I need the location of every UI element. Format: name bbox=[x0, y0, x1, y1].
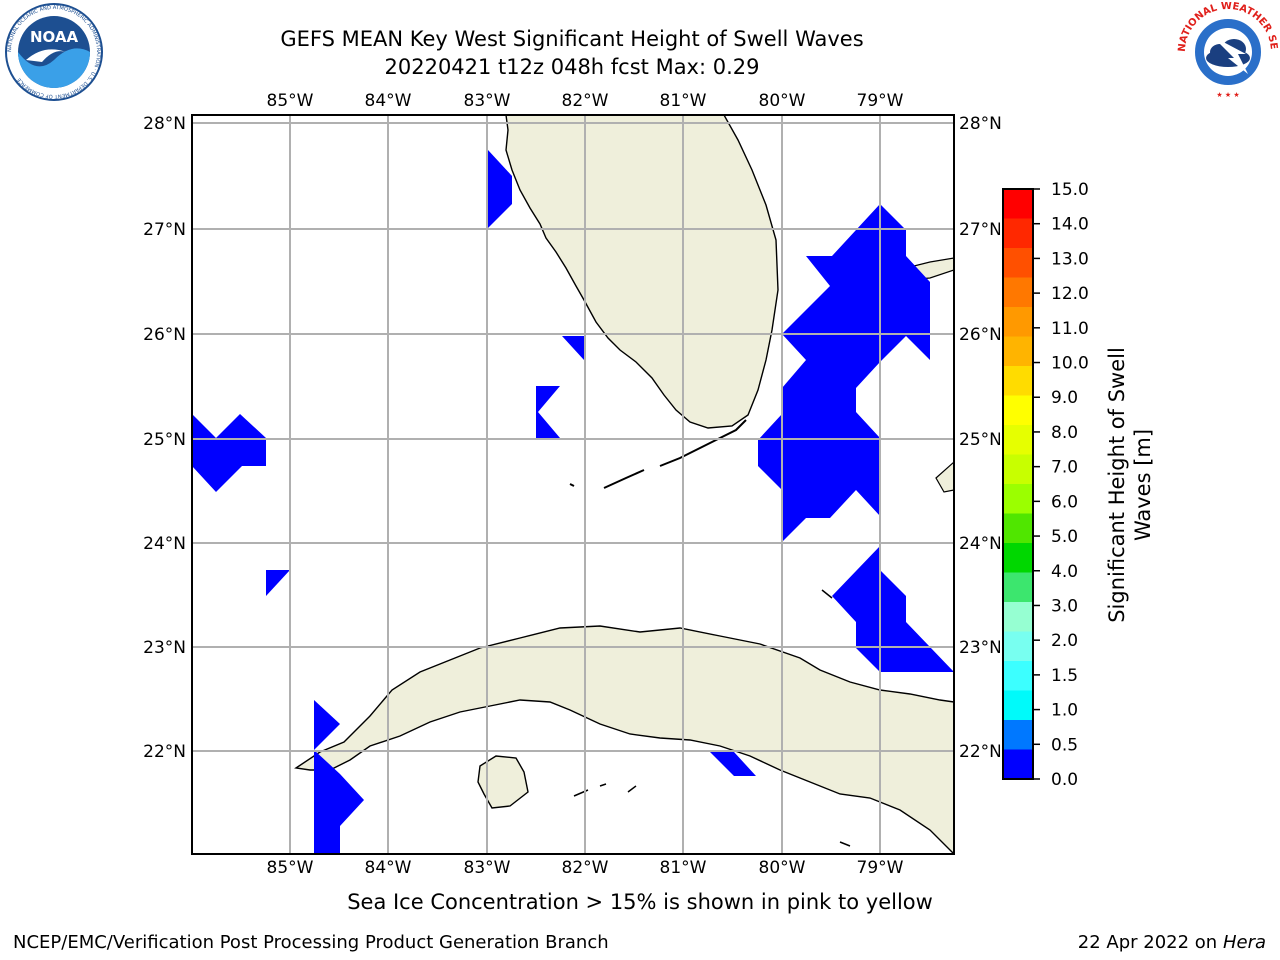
swell-areas bbox=[192, 150, 954, 854]
colorbar-cell bbox=[1003, 631, 1033, 662]
florida-keys bbox=[569, 419, 747, 489]
lon-label: 80°W bbox=[759, 91, 806, 111]
colorbar-cell bbox=[1003, 425, 1033, 455]
isle-of-youth bbox=[477, 755, 529, 809]
lon-label: 85°W bbox=[267, 91, 314, 111]
sea-ice-note: Sea Ice Concentration > 15% is shown in … bbox=[347, 890, 933, 914]
colorbar-cell bbox=[1003, 336, 1033, 367]
colorbar-cell bbox=[1003, 277, 1033, 308]
nws-stars-icon: ★ ★ ★ bbox=[1216, 91, 1239, 99]
colorbar-cell bbox=[1003, 543, 1033, 573]
colorbar-cell bbox=[1003, 602, 1033, 632]
colorbar-cell bbox=[1003, 248, 1033, 278]
colorbar-cell bbox=[1003, 366, 1033, 396]
lon-labels-top: 85°W 84°W 83°W 82°W 81°W 80°W 79°W bbox=[267, 91, 904, 111]
lat-label: 22°N bbox=[143, 742, 186, 762]
lat-label: 25°N bbox=[959, 430, 1002, 450]
lon-label: 81°W bbox=[660, 91, 707, 111]
colorbar-tick-label: 9.0 bbox=[1051, 388, 1078, 408]
colorbar-cell bbox=[1003, 572, 1033, 603]
gridlines bbox=[192, 115, 954, 854]
colorbar-cell bbox=[1003, 218, 1033, 249]
colorbar-tick-label: 10.0 bbox=[1051, 354, 1089, 374]
lat-label: 24°N bbox=[143, 534, 186, 554]
colorbar-tick-label: 2.0 bbox=[1051, 631, 1078, 651]
lat-label: 25°N bbox=[143, 430, 186, 450]
lat-label: 26°N bbox=[143, 325, 186, 345]
lat-label: 28°N bbox=[143, 114, 186, 134]
lon-label: 79°W bbox=[857, 91, 904, 111]
cuba-land bbox=[294, 625, 954, 854]
colorbar-cell bbox=[1003, 720, 1033, 750]
lat-label: 28°N bbox=[959, 114, 1002, 134]
colorbar-cell bbox=[1003, 513, 1033, 544]
map-area bbox=[192, 115, 954, 854]
lon-labels-bottom: 85°W 84°W 83°W 82°W 81°W 80°W 79°W bbox=[267, 858, 904, 878]
lat-label: 22°N bbox=[959, 742, 1002, 762]
lon-label: 80°W bbox=[759, 858, 806, 878]
colorbar-tick-label: 13.0 bbox=[1051, 249, 1089, 269]
chart-title: GEFS MEAN Key West Significant Height of… bbox=[280, 27, 864, 51]
colorbar-tick-label: 11.0 bbox=[1051, 319, 1089, 339]
colorbar-tick-label: 15.0 bbox=[1051, 180, 1089, 200]
colorbar-cell bbox=[1003, 454, 1033, 485]
cuba-cays bbox=[573, 783, 851, 847]
lon-label: 81°W bbox=[660, 858, 707, 878]
colorbar-tick-label: 12.0 bbox=[1051, 284, 1089, 304]
lon-label: 84°W bbox=[365, 91, 412, 111]
footer-host: Hera bbox=[1222, 932, 1266, 953]
colorbar-tick-label: 1.5 bbox=[1051, 666, 1078, 686]
footer-date-text: 22 Apr 2022 on bbox=[1077, 932, 1223, 953]
colorbar-tick-label: 0.0 bbox=[1051, 770, 1078, 790]
colorbar-tick-label: 5.0 bbox=[1051, 527, 1078, 547]
colorbar-tick-label: 3.0 bbox=[1051, 596, 1078, 616]
colorbar-tick-label: 1.0 bbox=[1051, 701, 1078, 721]
colorbar-cell bbox=[1003, 661, 1033, 691]
footer-credit: NCEP/EMC/Verification Post Processing Pr… bbox=[13, 932, 609, 953]
lat-label: 24°N bbox=[959, 534, 1002, 554]
colorbar-tick-label: 6.0 bbox=[1051, 492, 1078, 512]
colorbar-cell bbox=[1003, 749, 1033, 780]
noaa-logo-text: NOAA bbox=[30, 28, 79, 46]
colorbar-cell bbox=[1003, 395, 1033, 426]
colorbar-label-line1: Significant Height of Swell bbox=[1105, 347, 1129, 623]
florida-land bbox=[505, 115, 779, 429]
lat-label: 23°N bbox=[143, 638, 186, 658]
lat-label: 26°N bbox=[959, 325, 1002, 345]
lat-label: 27°N bbox=[143, 220, 186, 240]
nws-logo: NATIONAL WEATHER SERVICE ★ ★ ★ bbox=[1176, 2, 1279, 99]
noaa-logo: NOAA NATIONAL OCEANIC AND ATMOSPHERIC AD… bbox=[5, 3, 103, 101]
colorbar: 15.0 14.0 13.0 12.0 11.0 10.0 9.0 8.0 7.0 6.0 5.0 4… bbox=[1000, 180, 1155, 790]
colorbar-tick-label: 4.0 bbox=[1051, 562, 1078, 582]
colorbar-cell bbox=[1003, 690, 1033, 721]
lat-label: 23°N bbox=[959, 638, 1002, 658]
lon-label: 83°W bbox=[464, 91, 511, 111]
colorbar-cell bbox=[1003, 189, 1033, 219]
lon-label: 82°W bbox=[562, 91, 609, 111]
lon-label: 82°W bbox=[562, 858, 609, 878]
colorbar-cell bbox=[1003, 484, 1033, 514]
colorbar-tick-label: 8.0 bbox=[1051, 423, 1078, 443]
lon-label: 85°W bbox=[267, 858, 314, 878]
footer-date: 22 Apr 2022 on Hera bbox=[1078, 932, 1266, 953]
colorbar-tick-label: 0.5 bbox=[1051, 735, 1078, 755]
lat-labels-left: 28°N 27°N 26°N 25°N 24°N 23°N 22°N bbox=[143, 114, 186, 762]
lon-label: 84°W bbox=[365, 858, 412, 878]
andros-fragment bbox=[935, 461, 954, 493]
colorbar-cell bbox=[1003, 307, 1033, 337]
chart-subtitle: 20220421 t12z 048h fcst Max: 0.29 bbox=[384, 55, 760, 79]
lat-labels-right: 28°N 27°N 26°N 25°N 24°N 23°N 22°N bbox=[959, 114, 1002, 762]
lon-label: 83°W bbox=[464, 858, 511, 878]
colorbar-tick-label: 7.0 bbox=[1051, 458, 1078, 478]
colorbar-label-line2: Waves [m] bbox=[1131, 429, 1155, 541]
lat-label: 27°N bbox=[959, 220, 1002, 240]
colorbar-tick-label: 14.0 bbox=[1051, 215, 1089, 235]
map-frame bbox=[191, 114, 955, 855]
colorbar-frame bbox=[1002, 188, 1034, 780]
lon-label: 79°W bbox=[857, 858, 904, 878]
